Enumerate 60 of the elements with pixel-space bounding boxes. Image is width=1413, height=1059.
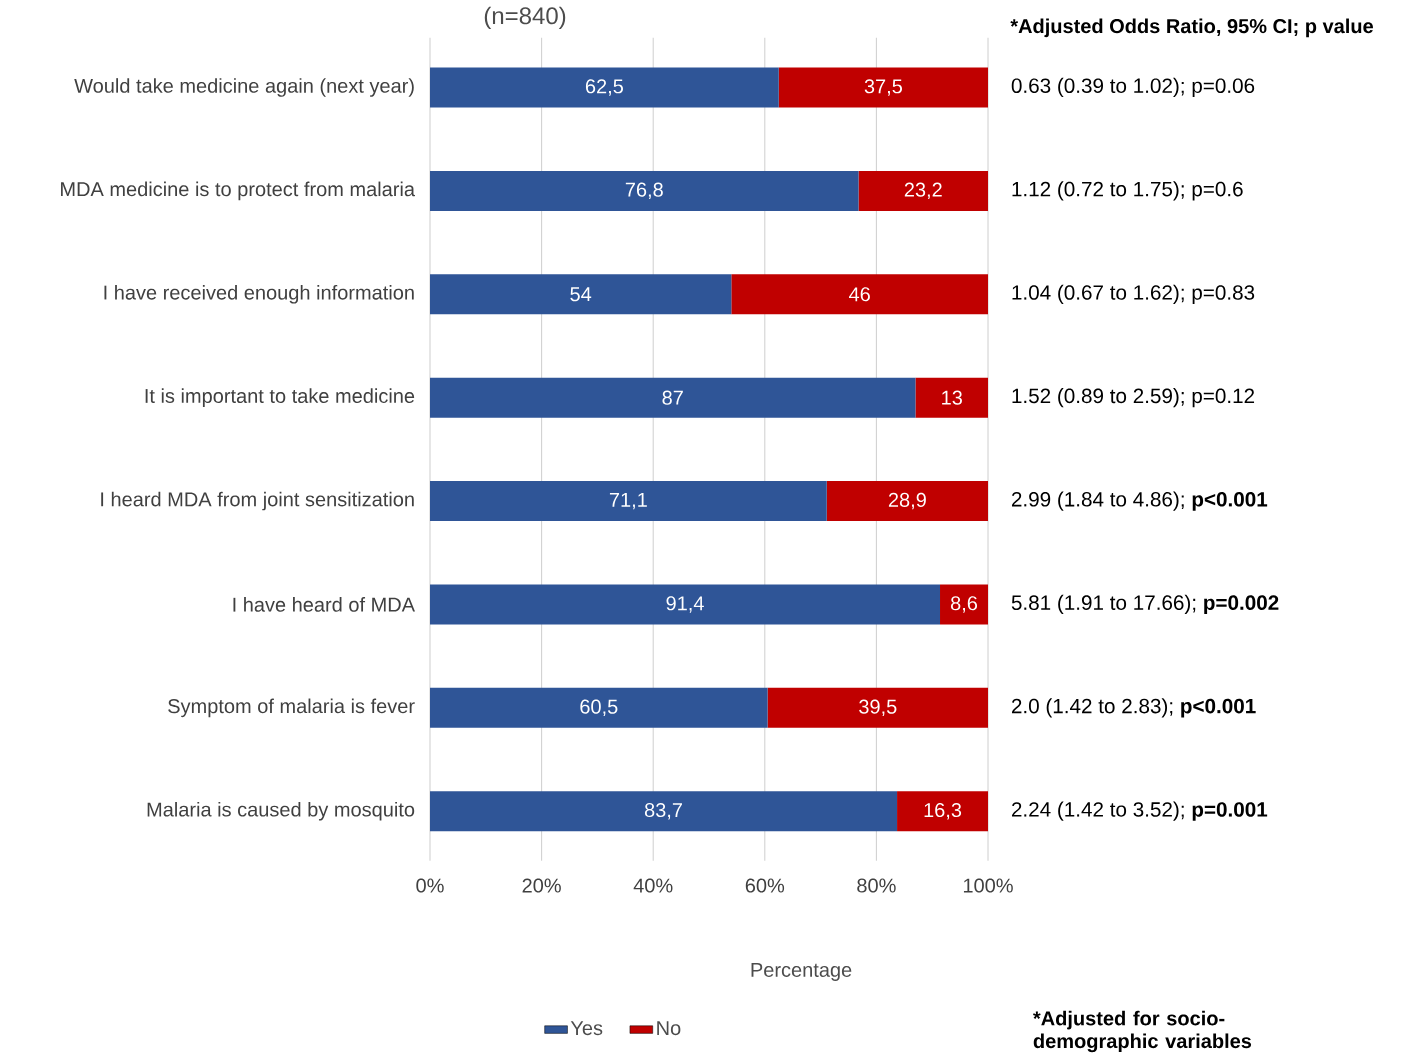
x-tick-label: 80% [857,878,896,893]
data-label: 54 [570,287,592,302]
text: 0.63 (0.39 to 1.02); p=0.06 [1011,77,1255,98]
bar [430,791,898,832]
data-label: 8,6 [950,596,978,613]
y-tick-label: It is important to take medicine [145,388,415,408]
bar [430,481,827,522]
data-label: 13 [942,390,962,405]
text: 1.52 (0.89 to 2.59); p=0.12 [1012,388,1255,408]
x-tick-label: 100% [963,878,1013,893]
data-label: 71,1 [609,492,647,510]
data-label: 83,7 [644,803,682,820]
data-label: 37,5 [864,79,903,96]
y-tick-label: Malaria is caused by mosquito [147,801,415,821]
text: *Adjusted for socio-demographic variables [1033,1010,1252,1053]
data-label: 39,5 [859,699,897,717]
x-tick-label: 60% [745,878,785,893]
data-label: 91,4 [666,596,704,613]
legend-label: No [657,1021,681,1036]
bar [430,687,768,728]
chart-title: (n=840) [484,6,566,30]
y-tick-label: Symptom of malaria is fever [168,698,415,718]
bar [826,481,989,522]
text: 1.04 (0.67 to 1.62); p=0.83 [1012,284,1255,304]
bar [430,377,916,418]
y-tick-label: Would take medicine again (next year) [74,78,414,97]
x-axis-title: Percentage [751,963,852,981]
bar [778,67,989,108]
data-label: 60,5 [580,699,618,717]
y-tick-label: I have received enough information [104,285,414,304]
data-label: 62,5 [585,79,624,96]
data-label: 16,3 [924,803,962,820]
text: 5.81 (1.91 to 17.66); p=0.002 [1011,594,1279,615]
data-label: 23,2 [904,182,942,200]
bar [767,687,989,728]
bar [430,170,859,211]
x-tick-label: 40% [633,878,673,893]
bar [940,584,989,625]
x-tick-label: 20% [522,878,561,893]
text: *Adjusted Odds Ratio, 95% CI; p value [1010,18,1373,38]
bar [430,67,779,108]
bar [430,274,732,315]
text: 2.24 (1.42 to 3.52); p=0.001 [1011,801,1268,821]
x-tick-label: 0% [416,878,444,893]
y-tick-label: I have heard of MDA [233,597,415,612]
data-label: 28,9 [888,492,926,510]
text: 1.12 (0.72 to 1.75); p=0.6 [1012,181,1243,201]
text: 2.99 (1.84 to 4.86); p<0.001 [1011,491,1268,511]
data-label: 87 [662,390,683,405]
bar [731,274,989,315]
data-label: 76,8 [625,182,663,200]
legend-label: Yes [570,1021,603,1036]
bar [897,791,989,832]
bar [430,584,941,625]
bar [915,377,989,418]
bar [858,170,989,211]
text: 2.0 (1.42 to 2.83); p<0.001 [1011,698,1256,718]
y-tick-label: I heard MDA from joint sensitization [101,491,414,511]
y-tick-label: MDA medicine is to protect from malaria [61,181,416,201]
data-label: 46 [849,287,870,302]
